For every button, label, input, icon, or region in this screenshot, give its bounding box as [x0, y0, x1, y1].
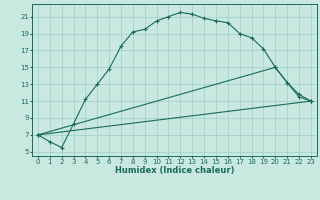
X-axis label: Humidex (Indice chaleur): Humidex (Indice chaleur) — [115, 166, 234, 175]
